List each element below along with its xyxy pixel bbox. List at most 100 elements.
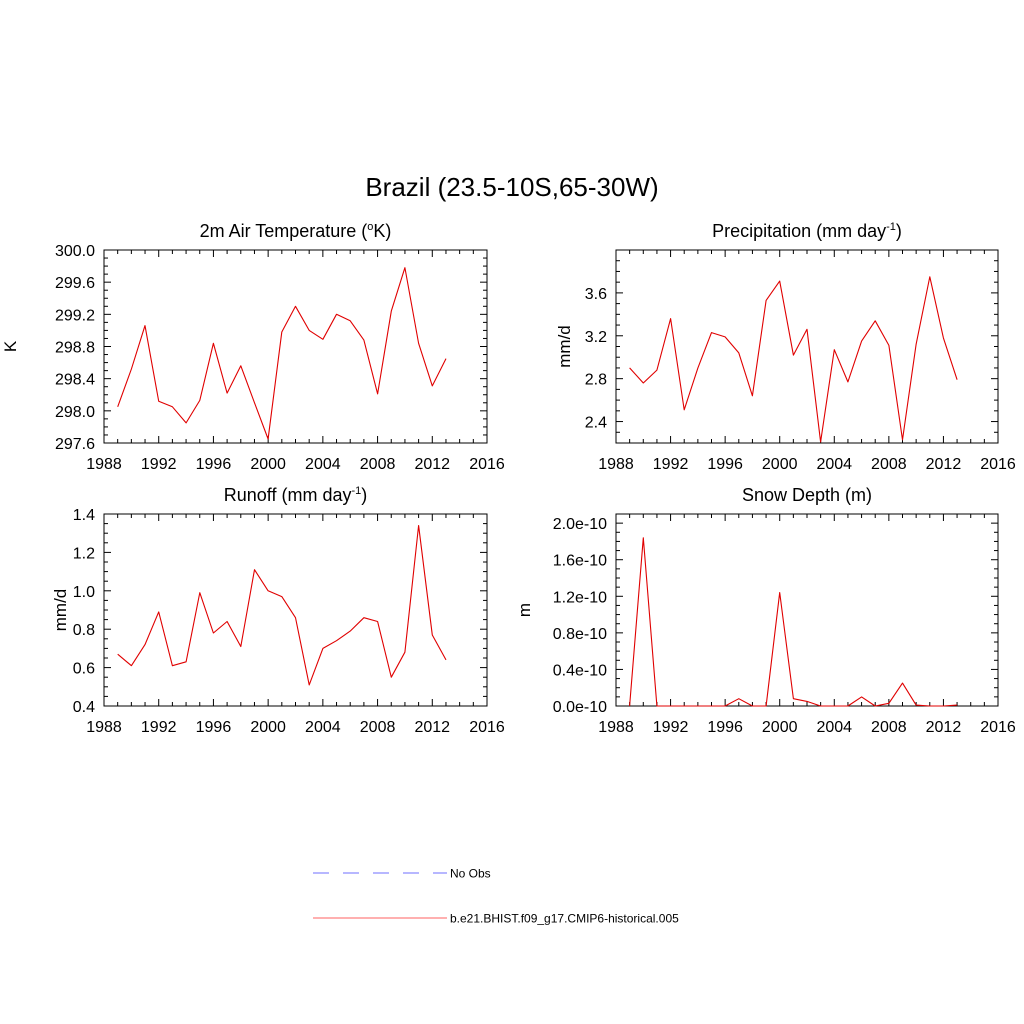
data-point xyxy=(928,275,931,278)
data-point xyxy=(655,369,658,372)
data-point xyxy=(683,408,686,411)
x-tick-label: 2000 xyxy=(250,456,286,473)
x-tick-label: 1996 xyxy=(196,456,232,473)
y-tick-label: 299.6 xyxy=(55,275,95,292)
x-tick-label: 2004 xyxy=(305,719,341,736)
data-point xyxy=(846,380,849,383)
x-tick-label: 2016 xyxy=(980,719,1016,736)
data-point xyxy=(431,633,434,636)
data-point xyxy=(185,660,188,663)
data-point xyxy=(431,384,434,387)
y-tick-label: 0.6 xyxy=(73,661,95,678)
x-tick-label: 1988 xyxy=(86,456,122,473)
data-point xyxy=(185,421,188,424)
data-point xyxy=(198,591,201,594)
data-point xyxy=(116,653,119,656)
x-tick-label: 2000 xyxy=(250,719,286,736)
data-point xyxy=(226,620,229,623)
plot-frame-snow-depth xyxy=(615,513,999,707)
data-point xyxy=(874,705,877,708)
data-point xyxy=(308,683,311,686)
y-tick-label: 0.0e-10 xyxy=(553,699,607,716)
figure-title: Brazil (23.5-10S,65-30W) xyxy=(365,172,658,202)
legend-label-model: b.e21.BHIST.f09_g17.CMIP6-historical.005 xyxy=(450,912,679,926)
data-point xyxy=(294,616,297,619)
data-point xyxy=(239,364,242,367)
x-tick-label: 2016 xyxy=(980,456,1016,473)
data-point xyxy=(915,704,918,707)
data-point xyxy=(335,313,338,316)
y-tick-label: 298.0 xyxy=(55,404,95,421)
data-point xyxy=(390,310,393,313)
y-tick-label: 0.8 xyxy=(73,622,95,639)
panel-runoff: 1988 1992 1996 2000 2004 2008 2012 2016 0.4 0.6 0.… xyxy=(51,485,505,736)
data-point xyxy=(765,299,768,302)
x-tick-label: 1988 xyxy=(598,719,634,736)
data-point xyxy=(737,351,740,354)
data-point xyxy=(349,319,352,322)
y-tick-label: 298.4 xyxy=(55,372,95,389)
data-point xyxy=(362,616,365,619)
data-point xyxy=(321,338,324,341)
data-point xyxy=(335,639,338,642)
data-point xyxy=(860,340,863,343)
x-tick-label: 2008 xyxy=(871,719,907,736)
data-point xyxy=(860,695,863,698)
data-point xyxy=(874,319,877,322)
x-tick-label: 2012 xyxy=(414,719,450,736)
data-point xyxy=(642,536,645,539)
y-tick-label: 3.2 xyxy=(585,329,607,346)
data-point xyxy=(942,705,945,708)
data-point xyxy=(390,676,393,679)
y-tick-label: 1.2e-10 xyxy=(553,589,607,606)
data-point xyxy=(403,651,406,654)
data-point xyxy=(942,336,945,339)
data-point xyxy=(751,705,754,708)
plot-frame-temperature xyxy=(103,249,488,444)
y-tick-label: 1.2 xyxy=(73,545,95,562)
data-point xyxy=(628,705,631,708)
data-point xyxy=(226,392,229,395)
panel-title-superscript: -1 xyxy=(886,221,896,233)
data-point xyxy=(901,682,904,685)
data-point xyxy=(628,366,631,369)
x-tick-label: 2012 xyxy=(414,456,450,473)
data-point xyxy=(239,645,242,648)
data-point xyxy=(792,354,795,357)
data-point xyxy=(710,705,713,708)
x-tick-label: 1996 xyxy=(707,719,743,736)
data-point xyxy=(642,381,645,384)
x-tick-label: 1992 xyxy=(141,719,177,736)
data-point xyxy=(819,705,822,708)
y-tick-label: 2.4 xyxy=(585,415,607,432)
y-tick-label: 299.2 xyxy=(55,307,95,324)
x-tick-label: 1992 xyxy=(653,719,689,736)
panel-title: 2m Air Temperature (oK) xyxy=(200,221,392,241)
data-point xyxy=(696,366,699,369)
y-axis-label: m xyxy=(515,603,534,617)
data-point xyxy=(778,591,781,594)
data-point xyxy=(144,643,147,646)
data-point xyxy=(212,632,215,635)
data-point xyxy=(376,392,379,395)
data-point xyxy=(887,702,890,705)
data-point xyxy=(778,280,781,283)
data-point xyxy=(308,329,311,332)
data-point xyxy=(655,705,658,708)
panels-group: 1988 1992 1996 2000 2004 2008 2012 2016 297.6 298… xyxy=(1,221,1016,736)
data-point xyxy=(280,331,283,334)
data-point xyxy=(833,348,836,351)
data-point xyxy=(417,524,420,527)
data-point xyxy=(819,440,822,443)
data-point xyxy=(833,705,836,708)
panel-title-main: 2m Air Temperature ( xyxy=(200,221,368,241)
data-point xyxy=(362,339,365,342)
x-tick-label: 1988 xyxy=(86,719,122,736)
y-tick-label: 3.6 xyxy=(585,286,607,303)
series-line-precipitation xyxy=(629,276,958,443)
y-axis-label: K xyxy=(1,340,20,352)
y-tick-label: 0.8e-10 xyxy=(553,626,607,643)
data-point xyxy=(846,705,849,708)
data-point xyxy=(267,437,270,440)
